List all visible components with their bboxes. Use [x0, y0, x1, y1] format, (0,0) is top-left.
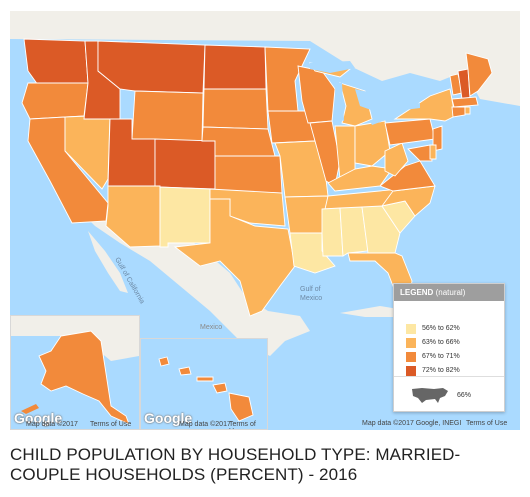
- state-ME: [465, 52, 493, 97]
- map-data-alaska: Map data ©2017: [26, 421, 78, 428]
- legend-swatch-4: [406, 366, 416, 376]
- state-MD: [407, 144, 433, 162]
- land-cuba: [340, 306, 410, 317]
- land-baja: [88, 231, 128, 293]
- us-silhouette-icon: [412, 388, 448, 403]
- state-PA: [384, 118, 436, 146]
- lake-ontario: [395, 103, 420, 111]
- states-group: [21, 38, 493, 317]
- legend-swatch-2: [406, 338, 416, 348]
- alaska-svg: [11, 316, 139, 425]
- map-data-main: Map data ©2017 Google, INEGI: [362, 420, 462, 427]
- land-mexico: [80, 211, 310, 356]
- lake-superior: [310, 61, 355, 73]
- state-MS: [321, 207, 344, 257]
- legend-national-value: 66%: [457, 392, 472, 399]
- hawaii-svg: [158, 356, 254, 422]
- state-WY: [131, 90, 204, 142]
- alaska-inset[interactable]: Google Map data ©2017 Terms of Use: [10, 315, 140, 430]
- legend-panel: LEGEND (natural) 56% to 62% 63% to 66% 6…: [393, 283, 505, 412]
- state-AK: [38, 330, 130, 425]
- state-HI-molokai: [196, 376, 214, 382]
- terms-alaska[interactable]: Terms of Use: [90, 421, 132, 428]
- land-canada: [10, 11, 520, 106]
- terms-main[interactable]: Terms of Use: [466, 420, 508, 427]
- legend-label-3: 67% to 71%: [422, 353, 460, 360]
- google-logo-alaska: Google: [14, 410, 63, 426]
- state-WV: [384, 142, 409, 177]
- lake-huron: [355, 89, 374, 111]
- terms-hawaii[interactable]: Terms of Use: [229, 421, 256, 429]
- gulf-label-1: Gulf of: [300, 286, 321, 293]
- state-DE: [429, 144, 437, 160]
- legend-label-1: 56% to 62%: [422, 325, 460, 332]
- legend-label-4: 72% to 82%: [422, 367, 460, 374]
- legend-divider: [394, 376, 504, 377]
- state-ND: [203, 44, 267, 90]
- legend-subtitle: (natural): [435, 288, 466, 297]
- state-HI-kauai: [158, 356, 170, 367]
- map-frame[interactable]: Gulf of Mexico Gulf of California Mexico…: [10, 11, 520, 430]
- legend-swatch-3: [406, 352, 416, 362]
- state-HI-oahu: [178, 366, 192, 376]
- us-choropleth-map[interactable]: Gulf of Mexico Gulf of California Mexico: [10, 11, 520, 430]
- map-data-hawaii: Map data ©2017: [179, 421, 231, 428]
- state-SD: [202, 88, 269, 130]
- legend-header: LEGEND (natural): [394, 284, 504, 301]
- google-logo-hawaii: Google: [144, 410, 193, 426]
- state-GA: [361, 205, 401, 254]
- state-NY: [393, 88, 456, 122]
- hawaii-inset[interactable]: Google Map data ©2017 Terms of Use: [140, 338, 268, 430]
- lake-michigan: [335, 83, 344, 121]
- state-HI-big: [228, 392, 254, 422]
- state-WA: [23, 38, 89, 86]
- state-CT: [451, 106, 466, 118]
- legend-label-2: 63% to 66%: [422, 339, 460, 346]
- legend-title: LEGEND: [400, 288, 434, 297]
- state-AL: [339, 206, 369, 257]
- state-KS: [214, 155, 283, 194]
- lake-erie: [370, 113, 394, 125]
- state-TX: [173, 198, 296, 317]
- state-AZ: [105, 185, 161, 248]
- page-title: CHILD POPULATION BY HOUSEHOLD TYPE: MARR…: [10, 445, 461, 484]
- state-OR: [21, 82, 89, 120]
- state-CO: [154, 138, 216, 190]
- legend-swatch-1: [406, 324, 416, 334]
- mexico-label: Mexico: [200, 324, 222, 331]
- state-RI: [464, 106, 471, 115]
- state-MA: [451, 96, 479, 108]
- state-NM: [159, 186, 211, 248]
- state-HI-maui: [212, 382, 228, 394]
- gulf-label-2: Mexico: [300, 295, 322, 302]
